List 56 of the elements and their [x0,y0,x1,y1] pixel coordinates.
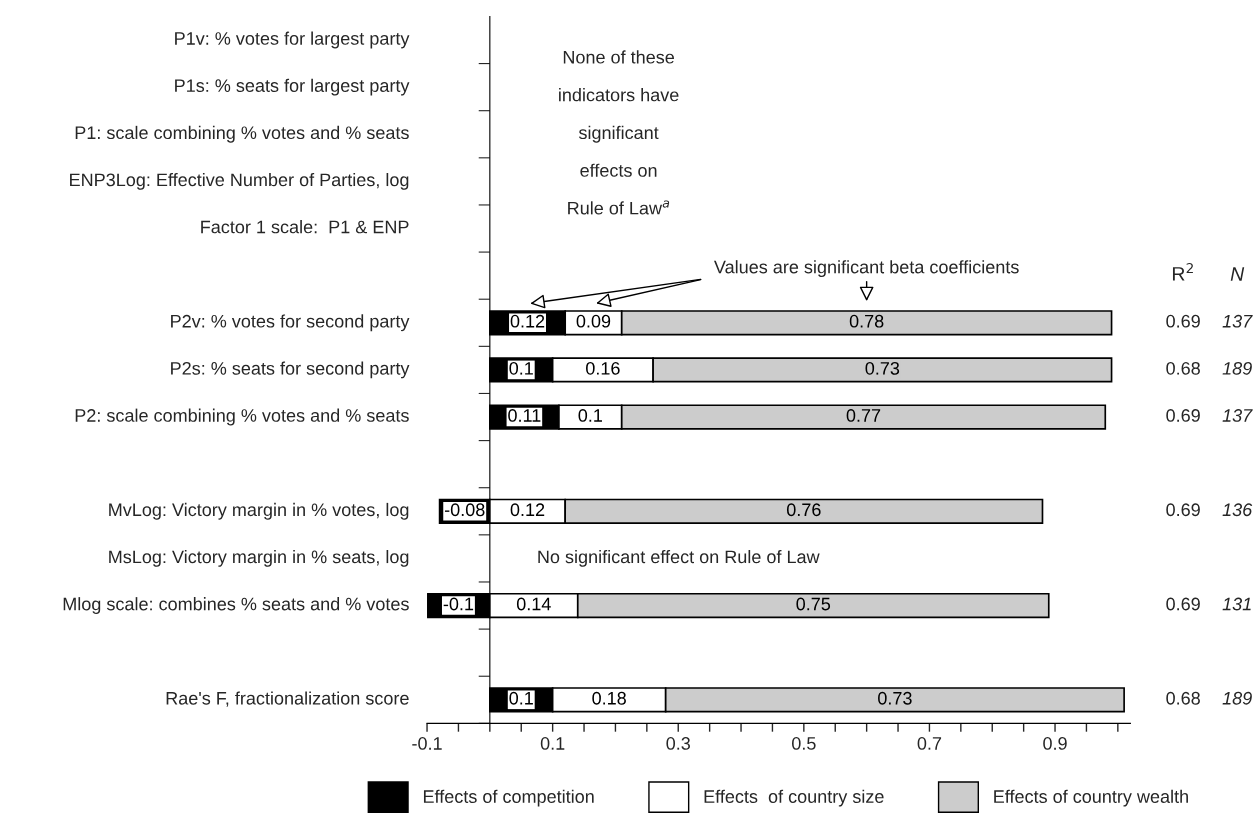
text: 189 [1222,361,1252,375]
y-tick-label: Mlog scale: combines % seats and % votes [63,597,409,614]
text: 0.69 [1166,409,1200,422]
text: 0.68 [1166,361,1200,375]
text: 0.69 [1166,314,1200,328]
y-tick-label: Factor 1 scale: P1 & ENP [201,220,409,234]
x-tick-label: 0.9 [1043,737,1067,750]
text: R$^{2}$ [1172,262,1193,281]
x-tick-label: 0.1 [540,737,565,750]
data-label: 0.78 [849,314,884,328]
y-tick-label: P1: scale combining % votes and % seats [75,125,409,143]
text: 137 [1222,409,1253,422]
y-tick-label: P2v: % votes for second party [171,314,410,332]
x-tick-label: 0.3 [666,737,690,750]
data-label: 0.73 [878,691,912,705]
legend-label: Effects of country size [704,789,884,807]
data-label: 0.14 [516,597,551,611]
text: 137 [1222,314,1253,328]
x-tick-label: -0.1 [412,737,442,750]
data-label: 0.09 [576,314,611,328]
y-tick-label: P1s: % seats for largest party [175,78,410,96]
data-label: 0.73 [865,361,900,375]
data-label: 0.12 [510,503,545,517]
data-label: 0.75 [796,597,831,611]
data-label: 0.1 [509,691,533,705]
y-tick-label: MvLog: Victory margin in % votes, log [109,502,409,520]
data-label: 0.76 [786,503,821,517]
y-tick-label: MsLog: Victory margin in % seats, log [109,550,409,567]
text: 136 [1222,503,1253,517]
y-tick-label: P1v: % votes for largest party [175,31,410,49]
y-tick-label: P2: scale combining % votes and % seats [75,408,409,426]
data-label: 0.11 [508,409,541,422]
data-label: 0.77 [846,409,881,422]
text: 189 [1222,691,1252,705]
x-tick-label: 0.5 [792,737,816,750]
text: N [1230,267,1245,281]
text: None of these indicators have significant effects on Rule of Law$^{a}$ [559,50,679,215]
legend-label: Effects of country wealth [994,789,1188,807]
text: 131 [1222,597,1251,611]
data-label: 0.12 [510,314,545,328]
text: 0.68 [1166,691,1200,705]
data-label: -0.1 [443,597,474,611]
y-tick-label: P2s: % seats for second party [171,361,410,379]
data-label: -0.08 [444,503,485,517]
legend-label: Effects of competition [423,789,594,807]
text: 0.69 [1166,503,1200,517]
y-tick-label: Rae's F, fractionalization score [166,691,409,707]
y-tick-label: ENP3Log: Effective Number of Parties, log [70,172,409,190]
data-label: 0.1 [509,361,533,375]
annotation: No significant effect on Rule of Law [538,550,820,567]
x-tick-label: 0.7 [917,737,942,750]
annotation: Values are significant beta coefficients [713,260,1019,277]
data-label: 0.18 [592,691,626,705]
data-label: 0.16 [586,361,620,375]
data-label: 0.1 [578,409,602,422]
text: 0.69 [1166,597,1200,611]
